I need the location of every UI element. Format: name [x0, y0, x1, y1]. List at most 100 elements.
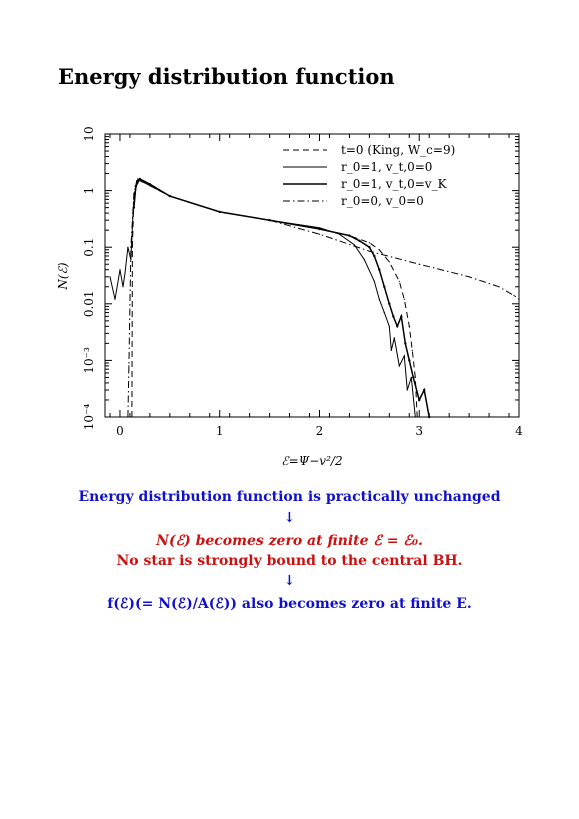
data-point [410, 376, 412, 378]
x-tick-label: 2 [316, 424, 324, 438]
data-point [468, 276, 470, 278]
data-point [368, 250, 370, 252]
chart: 0 1 2 3 4 10⁻⁴ 10⁻³ 0.01 0.1 1 10 t=0 (King, W_c=9… [56, 126, 523, 468]
data-point [498, 286, 500, 288]
data-point [388, 261, 390, 263]
data-point [414, 376, 416, 378]
data-point [318, 233, 321, 235]
data-point [404, 342, 407, 345]
data-point [414, 416, 416, 418]
data-point [131, 246, 133, 248]
data-point [128, 365, 130, 367]
data-point [148, 183, 152, 186]
data-point [373, 280, 375, 282]
caption-line-zero-at-finite: N(ℰ) becomes zero at finite ℰ = ℰ₀. [156, 533, 423, 549]
y-tick-label: 0.01 [82, 290, 96, 317]
data-point [353, 244, 355, 246]
arrow-down-icon: ↓ [283, 573, 296, 589]
data-point [392, 315, 395, 318]
data-point [114, 298, 116, 300]
page-title: Energy distribution function [58, 64, 395, 89]
data-point [396, 325, 399, 328]
data-point [131, 416, 133, 418]
data-point [109, 276, 111, 278]
data-point [373, 254, 376, 258]
data-point [119, 269, 121, 271]
y-axis-label: N(ℰ) [56, 262, 70, 290]
data-point [390, 349, 392, 351]
data-point [423, 388, 426, 392]
data-point [141, 180, 143, 183]
data-point [363, 259, 365, 261]
data-point [130, 246, 132, 248]
data-point [418, 398, 421, 402]
data-point [378, 249, 380, 251]
y-tick-label: 0.1 [82, 238, 96, 257]
data-point [137, 178, 139, 180]
data-point [378, 298, 380, 300]
data-point [127, 246, 129, 248]
data-point [412, 376, 415, 379]
data-point [398, 280, 400, 282]
data-point [134, 184, 138, 188]
data-point [403, 298, 405, 300]
caption-line-unchanged: Energy distribution function is practica… [78, 489, 501, 505]
data-point [513, 294, 515, 297]
legend: t=0 (King, W_c=9) r_0=1, v_t,0=0 r_0=1, v_… [283, 143, 455, 208]
plot-frame [104, 133, 520, 418]
data-point [136, 180, 138, 182]
data-point [348, 234, 351, 237]
data-point [132, 215, 134, 217]
data-point [269, 219, 271, 221]
legend-label-3: r_0=1, v_t,0=v_K [341, 177, 448, 191]
series-line-1 [131, 180, 418, 418]
caption-line-no-star-bound: No star is strongly bound to the central… [116, 553, 463, 569]
data-point [138, 177, 142, 181]
data-point [358, 239, 361, 242]
y-tick-label: 10 [82, 126, 96, 141]
data-point [418, 263, 420, 265]
x-tick-label: 4 [515, 424, 523, 438]
data-point [398, 365, 400, 367]
data-point [411, 349, 413, 351]
series-layer [109, 177, 520, 419]
data-point [403, 355, 405, 357]
y-tick-label: 10⁻⁴ [82, 404, 96, 431]
data-point [408, 359, 411, 362]
legend-label-1: t=0 (King, W_c=9) [341, 143, 455, 157]
y-tick-label: 1 [82, 187, 96, 195]
data-point [130, 259, 132, 261]
x-tick-label: 0 [116, 424, 124, 438]
y-tick-label: 10⁻³ [82, 347, 96, 374]
data-point [124, 272, 126, 274]
x-tick-label: 3 [415, 424, 423, 438]
series-line-3 [133, 177, 430, 418]
legend-label-2: r_0=1, v_t,0=0 [341, 160, 432, 174]
data-point [416, 416, 418, 418]
data-point [383, 285, 386, 288]
x-axis-label: ℰ=Ψ−v²/2 [281, 454, 342, 468]
data-point [428, 415, 431, 419]
caption-line-f-zero: f(ℰ)(= N(ℰ)/A(ℰ)) also becomes zero at f… [107, 596, 472, 612]
data-point [368, 246, 371, 249]
arrow-down-icon: ↓ [283, 510, 296, 526]
series-line-2 [109, 178, 416, 418]
tick-labels: 0 1 2 3 4 10⁻⁴ 10⁻³ 0.01 0.1 1 10 [82, 126, 523, 438]
data-point [408, 325, 410, 327]
series-line-4 [127, 180, 520, 418]
x-tick-label: 1 [216, 424, 224, 438]
data-point [406, 389, 408, 391]
data-point [133, 192, 135, 194]
data-point [518, 298, 520, 300]
data-point [388, 302, 391, 305]
data-point [378, 268, 381, 271]
data-point [400, 315, 403, 318]
axis-ticks [105, 133, 520, 418]
data-point [318, 227, 321, 231]
data-point [388, 325, 390, 327]
legend-label-4: r_0=0, v_0=0 [341, 194, 424, 208]
data-point [393, 337, 395, 339]
data-point [169, 195, 171, 197]
data-point [122, 286, 124, 288]
data-point [383, 312, 385, 314]
